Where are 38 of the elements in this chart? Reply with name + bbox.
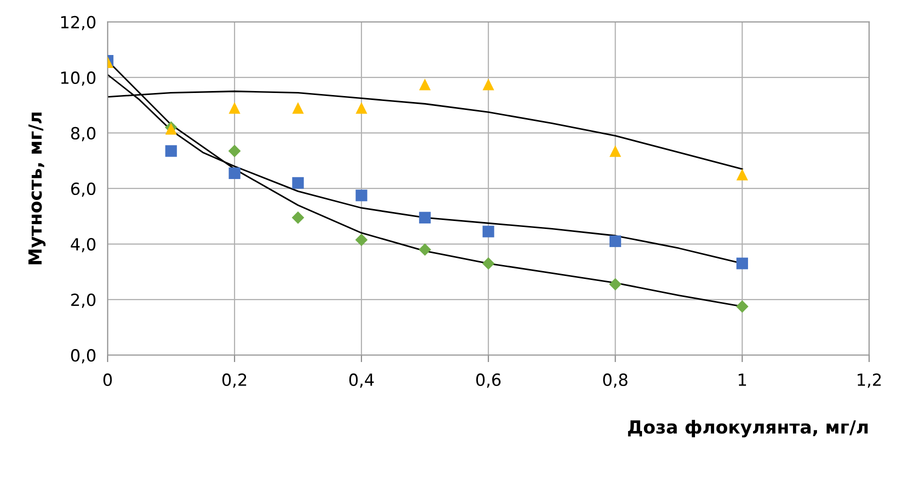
point [482, 78, 494, 90]
point [228, 144, 241, 158]
x-tick-label: 0,8 [603, 373, 628, 388]
point [482, 257, 495, 270]
point [609, 235, 622, 248]
x-tick-label: 1,2 [858, 373, 881, 388]
point [418, 243, 432, 256]
y-tick-label: 6,0 [71, 182, 96, 197]
point [419, 78, 431, 90]
x-tick-label: 0 [103, 373, 112, 386]
y-tick-label: 8,0 [71, 126, 96, 142]
point [228, 167, 240, 180]
x-tick-label: 0,4 [349, 373, 374, 388]
y-tick-label: 2,0 [71, 294, 96, 308]
point [228, 102, 240, 114]
point [609, 145, 622, 157]
point [355, 234, 368, 246]
y-tick-label: 0,0 [71, 349, 96, 364]
point [292, 177, 304, 189]
point [356, 190, 368, 202]
x-tick-label: 0,2 [222, 373, 246, 388]
point [165, 145, 177, 157]
point [292, 211, 304, 224]
point [736, 168, 748, 180]
y-tick-label: 10,0 [61, 71, 96, 86]
y-tick-label: 12,0 [61, 16, 96, 30]
point [609, 278, 622, 290]
point [736, 300, 748, 313]
x-tick-label: 1 [738, 374, 746, 386]
x-axis-title: Доза флокулянта, мг/л [628, 420, 868, 438]
point [419, 212, 431, 224]
point [736, 258, 748, 270]
y-tick-label: 4,0 [70, 238, 96, 252]
y-axis-title: Мутность, мг/л [28, 112, 46, 264]
point [482, 226, 494, 238]
x-tick-label: 0,6 [476, 373, 501, 388]
point [356, 102, 368, 114]
point [292, 102, 304, 114]
